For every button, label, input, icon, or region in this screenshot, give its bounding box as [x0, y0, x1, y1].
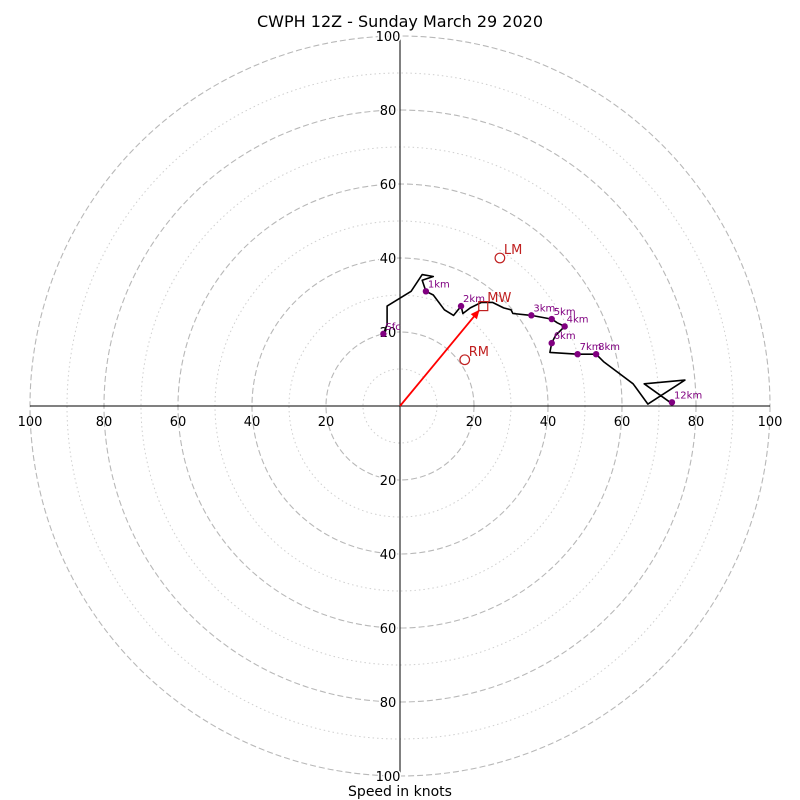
height-marker-label: 6km [554, 331, 576, 342]
storm-motion-label: MW [487, 291, 511, 306]
height-marker [574, 351, 581, 358]
y-tick-label: 80 [380, 696, 397, 711]
height-marker-label: 1km [428, 279, 450, 290]
storm-motions: LM MW RM [459, 243, 522, 366]
y-tick-label: 40 [380, 548, 397, 563]
height-marker-label: 2km [463, 294, 485, 305]
x-tick-label: 60 [170, 415, 187, 430]
height-marker [380, 330, 387, 338]
shear-arrow-line [399, 309, 481, 407]
height-marker-label: 4km [567, 314, 589, 325]
storm-motion-label: RM [469, 345, 489, 360]
y-tick-label: 20 [380, 326, 397, 341]
height-marker [592, 351, 600, 358]
height-marker-label: 7km [580, 342, 602, 353]
chart-title: CWPH 12Z - Sunday March 29 2020 [257, 12, 543, 31]
wind-trace-line [382, 273, 686, 405]
wind-trace [382, 273, 686, 405]
y-tick-label: 60 [380, 178, 397, 193]
x-axis-label: Speed in knots [348, 784, 452, 800]
height-marker [548, 315, 555, 323]
height-marker [457, 302, 465, 310]
x-tick-label: 40 [540, 415, 557, 430]
x-tick-label: 20 [318, 415, 335, 430]
height-marker [422, 288, 430, 295]
x-tick-label: 80 [96, 415, 113, 430]
x-tick-label: 100 [18, 415, 43, 430]
x-tick-label: 20 [466, 415, 483, 430]
shear-vector [399, 309, 481, 407]
x-tick-label: 80 [688, 415, 705, 430]
height-marker-label: 5km [554, 307, 576, 318]
x-tick-label: 60 [614, 415, 631, 430]
storm-motion-marker [459, 354, 471, 366]
height-marker-label: 12km [674, 390, 702, 401]
shear-arrow-head [470, 309, 480, 320]
y-tick-label: 40 [380, 252, 397, 267]
y-tick-label: 100 [376, 30, 401, 45]
storm-motion-marker [494, 252, 506, 264]
y-tick-label: 80 [380, 104, 397, 119]
height-marker [668, 399, 676, 406]
y-tick-label: 20 [380, 474, 397, 489]
height-marker-label: 8km [598, 342, 620, 353]
x-tick-label: 40 [244, 415, 261, 430]
height-marker-label: Sfc [385, 322, 400, 333]
tick-labels: 100 80 60 40 20 20 40 60 80 100 100 80 60 40 20 20 40 60 8… [18, 29, 783, 787]
height-marker [548, 339, 555, 347]
y-tick-label: 60 [380, 622, 397, 637]
x-tick-label: 100 [758, 415, 783, 430]
storm-motion-marker [478, 301, 489, 312]
storm-motion-label: LM [504, 243, 522, 258]
y-tick-label: 100 [376, 770, 401, 785]
height-marker [561, 323, 568, 330]
height-marker-label: 3km [533, 303, 555, 314]
height-marker [528, 312, 535, 319]
